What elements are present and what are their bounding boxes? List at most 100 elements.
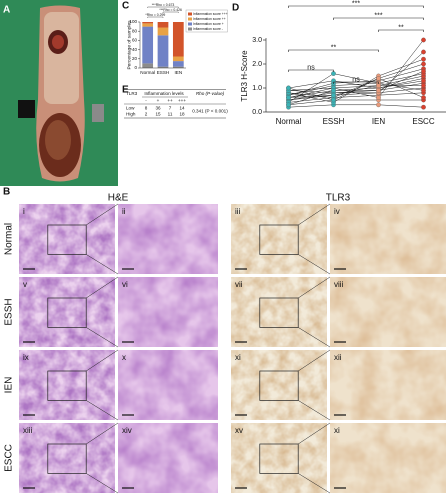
micrograph-texture	[118, 277, 218, 347]
table-level: +	[157, 98, 160, 103]
dot	[421, 78, 426, 84]
zoom-line	[298, 254, 331, 275]
panel-numeral: xi	[235, 353, 241, 362]
mucosa	[44, 12, 79, 104]
panel-numeral: xi	[334, 426, 340, 435]
significance-bracket	[147, 6, 179, 8]
zoom-line	[86, 400, 119, 421]
panel-numeral: xiv	[122, 426, 132, 435]
table-cell: 7	[169, 106, 172, 111]
zoom-box	[47, 224, 87, 255]
dot	[376, 88, 381, 93]
patient-line	[288, 99, 424, 106]
legend-swatch	[188, 12, 192, 16]
legend-label: Inflammation score ++	[193, 17, 226, 21]
zoom-box	[259, 443, 299, 474]
dot	[286, 102, 291, 108]
significance-label: ***	[374, 12, 382, 19]
bar-segment	[172, 56, 184, 62]
annotation: *Rho = 0.299	[145, 13, 165, 17]
patient-line	[288, 104, 424, 108]
y-tick-label: 20	[132, 56, 138, 61]
significance-bracket	[333, 17, 424, 20]
panel-numeral: xii	[334, 353, 342, 362]
zoom-box	[259, 370, 299, 401]
scale-square	[18, 100, 35, 118]
x-tick-label: IEN	[174, 70, 182, 75]
y-tick-label: 40	[132, 47, 138, 52]
dot	[421, 95, 426, 100]
zoom-box	[47, 443, 87, 474]
x-tick-label: Normal	[140, 70, 155, 75]
patient-line	[288, 92, 424, 103]
x-tick-label: Normal	[276, 117, 302, 126]
significance-label: ns	[352, 76, 360, 83]
patient-line	[288, 63, 424, 98]
table-header: Inflammation levels	[144, 91, 184, 96]
zoom-box	[47, 370, 87, 401]
y-tick-label: 0	[134, 65, 137, 70]
significance-bracket	[147, 16, 164, 18]
micrograph-texture	[118, 350, 218, 420]
significance-label: ns	[307, 64, 315, 71]
table-level: -	[145, 98, 147, 103]
zoom-box	[259, 224, 299, 255]
dot	[421, 61, 426, 67]
panel-numeral: iii	[235, 207, 241, 216]
dot	[421, 104, 426, 110]
bar-segment	[142, 26, 154, 64]
significance-label: **	[398, 24, 404, 31]
y-axis-label: TLR3 H-Score	[240, 50, 249, 102]
dot	[421, 83, 426, 88]
significance-bracket	[378, 29, 424, 32]
significance-bracket	[288, 5, 424, 8]
y-tick-label: 80	[132, 28, 138, 33]
bar-segment	[172, 66, 184, 68]
zoom-line	[298, 327, 331, 348]
zoom-line	[298, 349, 331, 372]
legend-box	[185, 9, 228, 33]
table-cell: 11	[168, 112, 173, 117]
bar-segment	[172, 22, 184, 57]
zoom-line	[298, 400, 331, 421]
table-header: Rho (P-value)	[196, 91, 225, 96]
specimen-photo	[0, 0, 118, 186]
zoom-line	[298, 473, 331, 494]
dot	[421, 49, 426, 55]
dot	[331, 88, 336, 93]
dot	[421, 37, 426, 43]
annotation: ***Rho = 0.673	[152, 3, 175, 7]
zoom-line	[86, 276, 119, 299]
micrograph-texture	[118, 204, 218, 274]
row-label: ESSH	[4, 298, 15, 325]
patient-line	[288, 85, 424, 98]
significance-bracket	[288, 69, 334, 72]
bar-segment	[142, 23, 154, 27]
y-tick-label: 60	[132, 38, 138, 43]
dot	[331, 92, 336, 98]
x-tick-label: ESCC	[412, 117, 434, 126]
table-cell: 2	[145, 112, 148, 117]
table-e: TLR3 Inflammation levels Rho (P-value) -…	[124, 89, 228, 119]
panel-numeral: v	[23, 280, 27, 289]
patient-line	[288, 78, 424, 101]
dot	[286, 95, 291, 100]
legend-swatch	[188, 22, 192, 26]
panel-label: A	[3, 5, 10, 16]
panel-numeral: vii	[235, 280, 243, 289]
panel-label: B	[3, 187, 10, 198]
table-cell: 36	[155, 106, 161, 111]
column-header: TLR3	[326, 193, 351, 204]
zoom-line	[86, 254, 119, 275]
dot	[421, 88, 426, 93]
legend-label: Inflammation score +	[193, 22, 224, 26]
ruler	[92, 104, 104, 122]
panel-numeral: xiii	[23, 426, 33, 435]
dot	[331, 97, 336, 103]
dot	[286, 85, 291, 91]
y-tick-label: 1.0	[252, 85, 262, 92]
row-label: IEN	[4, 377, 15, 394]
panel-numeral: iv	[334, 207, 340, 216]
